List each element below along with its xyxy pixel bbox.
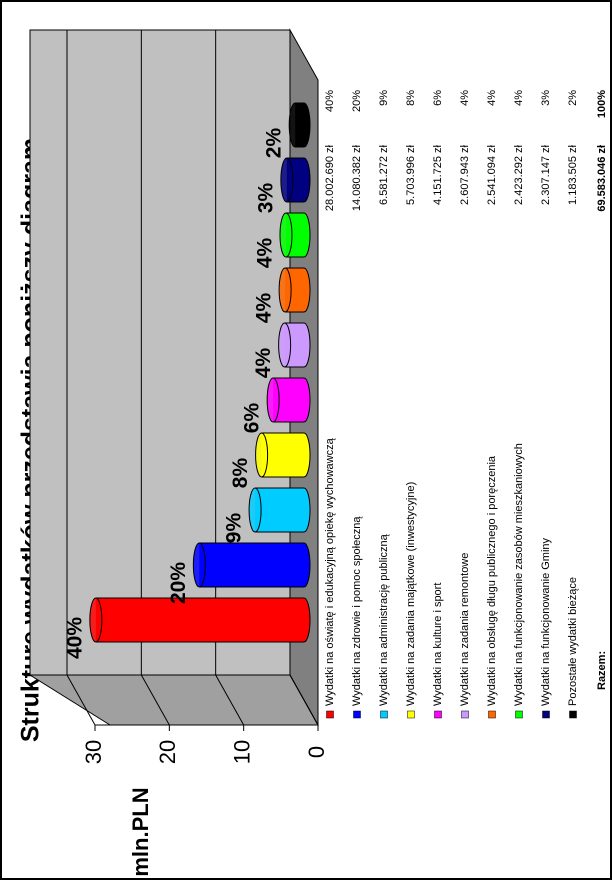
data-label: 8% xyxy=(229,458,252,489)
cylinder-top xyxy=(89,597,103,643)
amount: 1.183.505 zł xyxy=(567,144,579,204)
amount: 2.541.094 zł xyxy=(486,144,498,204)
grid-line xyxy=(140,674,170,726)
total-share: 100% xyxy=(596,90,608,118)
cylinder-top xyxy=(266,377,280,423)
legend-label: Wydatki na funkcjonowanie Gminy xyxy=(540,537,552,706)
share: 2% xyxy=(567,90,579,106)
legend-swatch xyxy=(407,710,415,719)
legend-swatch xyxy=(461,710,469,719)
cylinder-top xyxy=(248,487,262,533)
cylinder-top xyxy=(278,322,292,368)
bar xyxy=(199,543,304,587)
bar xyxy=(273,378,305,422)
amount: 2.307.147 zł xyxy=(540,144,552,204)
legend-swatch xyxy=(353,710,361,719)
amount: 14.080.382 zł xyxy=(351,144,363,211)
cylinder-top xyxy=(288,102,302,148)
legend-swatch xyxy=(380,710,388,719)
data-label: 6% xyxy=(241,403,264,434)
legend-swatch xyxy=(326,710,334,719)
total-label: Razem: xyxy=(596,651,608,690)
data-label: 20% xyxy=(167,562,190,604)
legend-label: Wydatki na administrację publiczną xyxy=(378,533,390,706)
bar xyxy=(95,598,305,642)
share: 4% xyxy=(513,90,525,106)
y-tick-label: 30 xyxy=(81,740,106,764)
legend-label: Wydatki na obsługę długu publicznego i p… xyxy=(486,455,498,706)
cylinder-top xyxy=(280,157,294,203)
share: 40% xyxy=(324,90,336,112)
amount: 2.607.943 zł xyxy=(459,144,471,204)
grid-line xyxy=(66,674,96,726)
amount: 4.151.725 zł xyxy=(432,144,444,204)
y-tick-label: 10 xyxy=(229,740,254,764)
bar xyxy=(261,433,305,477)
share: 4% xyxy=(459,90,471,106)
amount: 6.581.272 zł xyxy=(378,144,390,204)
y-axis-label: mln.PLN xyxy=(128,787,153,876)
legend-swatch xyxy=(542,710,550,719)
share: 20% xyxy=(351,90,363,112)
cylinder-top xyxy=(255,432,269,478)
amount: 28.002.690 zł xyxy=(324,144,336,211)
share: 3% xyxy=(540,90,552,106)
legend-swatch xyxy=(569,710,577,719)
rotated-chart: Strukturę wydatków przedstawia poniższy … xyxy=(17,28,608,877)
share: 8% xyxy=(405,90,417,106)
cylinder-top xyxy=(279,212,293,258)
amount: 2.423.292 zł xyxy=(513,144,525,204)
y-tick-label: 0 xyxy=(304,746,329,758)
y-tick-label: 20 xyxy=(155,740,180,764)
data-label: 4% xyxy=(254,238,277,269)
amount: 5.703.996 zł xyxy=(405,144,417,204)
data-label: 3% xyxy=(254,183,277,214)
data-label: 4% xyxy=(253,293,276,324)
grid-line xyxy=(215,674,245,726)
data-label: 40% xyxy=(63,617,86,659)
data-label: 4% xyxy=(252,348,275,379)
legend-label: Wydatki na zadania remontowe xyxy=(459,553,471,706)
legend-swatch xyxy=(488,710,496,719)
cylinder-top xyxy=(278,267,292,313)
legend-label: Wydatki na zadania majątkowe (inwestycyj… xyxy=(405,482,417,706)
legend-label: Wydatki na funkcjonowanie zasobów mieszk… xyxy=(513,443,525,706)
legend-label: Wydatki na kulture i sport xyxy=(432,583,444,706)
legend-swatch xyxy=(434,710,442,719)
total-amount: 69.583.046 zł xyxy=(596,145,608,212)
share: 6% xyxy=(432,90,444,106)
bar xyxy=(255,488,304,532)
data-label: 9% xyxy=(223,513,246,544)
legend-label: Pozostałe wydatki bieżące xyxy=(567,577,579,706)
legend-label: Wydatki na zdrowie i pomoc społeczną xyxy=(351,516,363,706)
data-label: 2% xyxy=(263,128,286,159)
share: 4% xyxy=(486,90,498,106)
cylinder-top xyxy=(192,542,206,588)
legend-label: Wydatki na oświatę i edukacyjną opiekę w… xyxy=(324,437,336,706)
legend-swatch xyxy=(515,710,523,719)
grid-line xyxy=(289,674,319,726)
share: 9% xyxy=(378,90,390,106)
